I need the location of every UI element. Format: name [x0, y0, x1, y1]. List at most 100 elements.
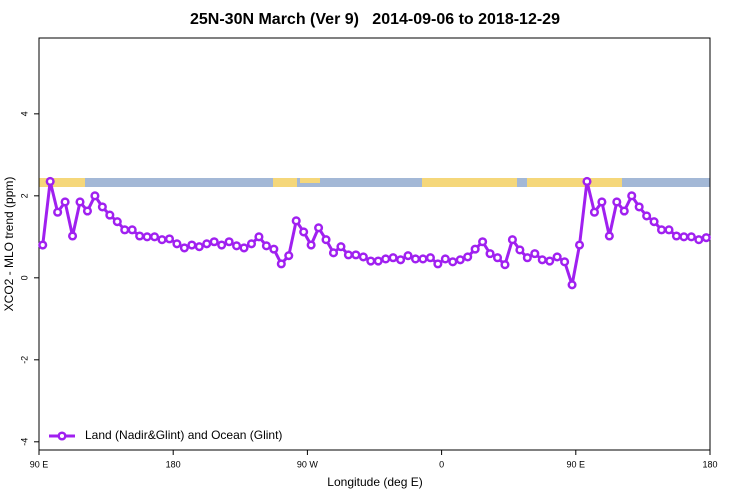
data-point: [246, 239, 257, 249]
data-point: [105, 210, 115, 220]
data-point: [679, 232, 689, 242]
data-point: [649, 217, 659, 227]
data-point: [671, 231, 682, 241]
data-point: [164, 234, 175, 244]
data-point: [418, 254, 428, 264]
data-point: [478, 237, 488, 247]
data-point: [150, 232, 160, 242]
data-point: [112, 217, 122, 227]
data-point: [75, 197, 85, 207]
data-point: [627, 191, 637, 201]
x-tick-label: 180: [166, 459, 181, 469]
data-point: [515, 245, 525, 255]
data-point: [142, 232, 152, 242]
plot-frame: [38, 37, 711, 451]
data-point: [202, 239, 212, 249]
data-point: [574, 240, 585, 250]
data-point: [582, 176, 592, 187]
y-axis-title: XCO2 - MLO trend (ppm): [2, 177, 16, 312]
y-tick-label: -2: [19, 356, 29, 364]
data-point: [209, 237, 219, 247]
data-point: [388, 253, 398, 263]
data-point: [82, 206, 93, 216]
data-point: [53, 207, 63, 217]
y-tick-label: -4: [19, 438, 29, 446]
data-point: [291, 216, 301, 226]
data-point: [686, 232, 696, 242]
data-point: [455, 255, 465, 265]
data-point: [448, 257, 458, 267]
data-point: [597, 197, 607, 207]
data-point: [373, 256, 383, 266]
data-point: [60, 197, 70, 207]
data-point: [224, 237, 234, 247]
data-point: [634, 202, 644, 212]
y-tick-label: 0: [19, 275, 29, 280]
data-point: [351, 250, 361, 260]
data-point: [45, 176, 55, 187]
data-point: [619, 206, 629, 216]
data-point: [589, 207, 599, 217]
data-point: [694, 235, 704, 245]
y-tick-label: 2: [19, 193, 29, 198]
data-point: [232, 241, 242, 251]
data-point: [664, 225, 674, 235]
data-point: [135, 231, 145, 241]
data-point: [396, 255, 406, 265]
y-tick-label: 4: [19, 111, 29, 116]
data-point: [172, 239, 182, 249]
data-point: [254, 232, 264, 242]
data-point: [537, 255, 547, 265]
data-point: [261, 241, 271, 251]
data-point: [239, 243, 249, 253]
data-point: [321, 235, 331, 245]
data-point: [306, 240, 316, 250]
data-point: [701, 233, 711, 243]
data-point: [567, 280, 577, 290]
data-point: [90, 191, 100, 201]
data-point: [336, 242, 346, 252]
data-point: [366, 256, 376, 266]
data-point: [269, 244, 279, 254]
data-point: [530, 249, 540, 259]
data-point: [433, 259, 443, 269]
x-tick-label: 180: [702, 459, 717, 469]
data-point: [120, 225, 130, 235]
data-point: [217, 240, 227, 250]
legend-label: Land (Nadir&Glint) and Ocean (Glint): [85, 428, 282, 442]
data-point: [425, 253, 435, 263]
data-point: [485, 249, 495, 259]
data-point: [381, 254, 391, 264]
x-tick-label: 90 E: [30, 459, 49, 469]
data-point: [328, 248, 339, 258]
data-point: [68, 231, 78, 241]
data-point: [612, 197, 622, 207]
data-point: [500, 260, 510, 270]
data-point: [314, 223, 324, 233]
x-axis-title: Longitude (deg E): [327, 475, 422, 489]
data-point: [187, 240, 197, 250]
x-tick-label: 0: [439, 459, 444, 469]
data-point: [440, 254, 450, 264]
data-point: [463, 252, 473, 262]
x-tick-label: 90 E: [567, 459, 586, 469]
data-point: [403, 251, 413, 261]
data-point: [127, 225, 137, 235]
data-point: [545, 256, 555, 266]
data-point: [157, 235, 167, 245]
data-point: [38, 240, 48, 250]
data-point: [552, 252, 562, 262]
data-point: [470, 244, 480, 254]
map-strip: [39, 178, 710, 187]
data-point: [522, 253, 532, 263]
data-point: [604, 231, 614, 241]
data-point: [410, 254, 421, 264]
data-point: [194, 242, 204, 252]
data-point: [179, 243, 189, 253]
data-point: [492, 253, 503, 263]
data-point: [276, 259, 286, 269]
data-point: [97, 202, 107, 212]
data-point: [642, 211, 652, 221]
data-point: [358, 252, 368, 262]
